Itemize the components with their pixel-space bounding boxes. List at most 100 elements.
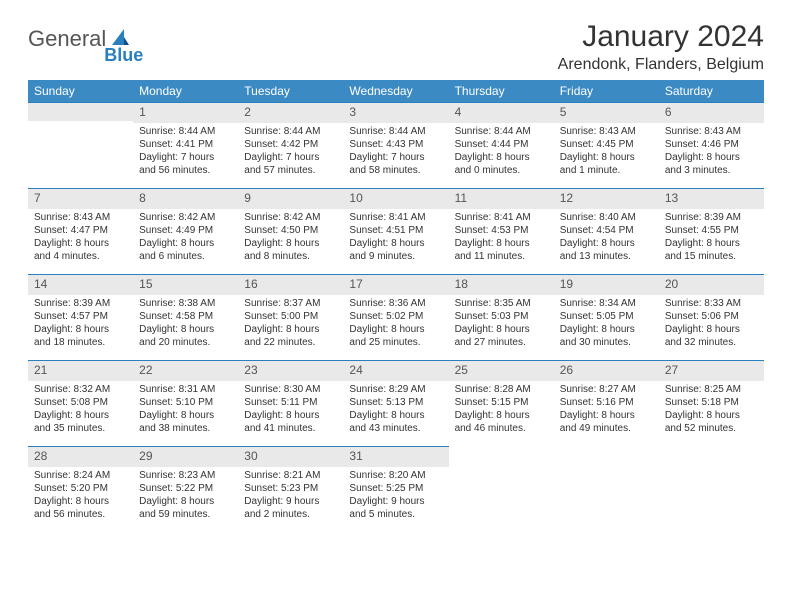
day-number: 21 <box>28 360 133 381</box>
day-number: 8 <box>133 188 238 209</box>
calendar-cell: 13Sunrise: 8:39 AMSunset: 4:55 PMDayligh… <box>659 188 764 274</box>
daylight-text-2: and 49 minutes. <box>560 422 653 435</box>
sunset-text: Sunset: 4:49 PM <box>139 224 232 237</box>
day-details: Sunrise: 8:35 AMSunset: 5:03 PMDaylight:… <box>449 295 554 353</box>
daylight-text-1: Daylight: 9 hours <box>349 495 442 508</box>
daylight-text-2: and 22 minutes. <box>244 336 337 349</box>
daylight-text-2: and 5 minutes. <box>349 508 442 521</box>
sunrise-text: Sunrise: 8:34 AM <box>560 297 653 310</box>
daylight-text-1: Daylight: 7 hours <box>349 151 442 164</box>
day-details: Sunrise: 8:20 AMSunset: 5:25 PMDaylight:… <box>343 467 448 525</box>
daylight-text-1: Daylight: 8 hours <box>244 409 337 422</box>
daylight-text-2: and 1 minute. <box>560 164 653 177</box>
daylight-text-1: Daylight: 8 hours <box>139 237 232 250</box>
sunset-text: Sunset: 5:00 PM <box>244 310 337 323</box>
calendar-cell: 11Sunrise: 8:41 AMSunset: 4:53 PMDayligh… <box>449 188 554 274</box>
daylight-text-2: and 15 minutes. <box>665 250 758 263</box>
day-details: Sunrise: 8:37 AMSunset: 5:00 PMDaylight:… <box>238 295 343 353</box>
calendar-row: 7Sunrise: 8:43 AMSunset: 4:47 PMDaylight… <box>28 188 764 274</box>
calendar-cell: 17Sunrise: 8:36 AMSunset: 5:02 PMDayligh… <box>343 274 448 360</box>
sunrise-text: Sunrise: 8:23 AM <box>139 469 232 482</box>
sunset-text: Sunset: 5:05 PM <box>560 310 653 323</box>
sunrise-text: Sunrise: 8:32 AM <box>34 383 127 396</box>
empty-day-header <box>28 102 133 121</box>
sunset-text: Sunset: 4:53 PM <box>455 224 548 237</box>
daylight-text-2: and 3 minutes. <box>665 164 758 177</box>
calendar-cell: 29Sunrise: 8:23 AMSunset: 5:22 PMDayligh… <box>133 446 238 532</box>
sunrise-text: Sunrise: 8:21 AM <box>244 469 337 482</box>
weekday-header: Monday <box>133 80 238 102</box>
calendar-cell: 20Sunrise: 8:33 AMSunset: 5:06 PMDayligh… <box>659 274 764 360</box>
sunset-text: Sunset: 4:41 PM <box>139 138 232 151</box>
sunrise-text: Sunrise: 8:39 AM <box>665 211 758 224</box>
calendar-cell: 16Sunrise: 8:37 AMSunset: 5:00 PMDayligh… <box>238 274 343 360</box>
day-number: 26 <box>554 360 659 381</box>
daylight-text-1: Daylight: 8 hours <box>244 323 337 336</box>
calendar-cell: 7Sunrise: 8:43 AMSunset: 4:47 PMDaylight… <box>28 188 133 274</box>
title-block: January 2024 Arendonk, Flanders, Belgium <box>558 20 764 74</box>
calendar-cell: 15Sunrise: 8:38 AMSunset: 4:58 PMDayligh… <box>133 274 238 360</box>
sunrise-text: Sunrise: 8:38 AM <box>139 297 232 310</box>
sunrise-text: Sunrise: 8:27 AM <box>560 383 653 396</box>
day-details: Sunrise: 8:43 AMSunset: 4:46 PMDaylight:… <box>659 123 764 181</box>
day-details: Sunrise: 8:33 AMSunset: 5:06 PMDaylight:… <box>659 295 764 353</box>
calendar-cell: 10Sunrise: 8:41 AMSunset: 4:51 PMDayligh… <box>343 188 448 274</box>
calendar-cell <box>449 446 554 532</box>
daylight-text-2: and 52 minutes. <box>665 422 758 435</box>
daylight-text-1: Daylight: 8 hours <box>665 409 758 422</box>
calendar-row: 1Sunrise: 8:44 AMSunset: 4:41 PMDaylight… <box>28 102 764 188</box>
day-number: 24 <box>343 360 448 381</box>
day-number: 12 <box>554 188 659 209</box>
daylight-text-1: Daylight: 8 hours <box>665 151 758 164</box>
day-number: 9 <box>238 188 343 209</box>
calendar-body: 1Sunrise: 8:44 AMSunset: 4:41 PMDaylight… <box>28 102 764 532</box>
day-details: Sunrise: 8:44 AMSunset: 4:43 PMDaylight:… <box>343 123 448 181</box>
daylight-text-1: Daylight: 8 hours <box>34 237 127 250</box>
calendar-cell: 30Sunrise: 8:21 AMSunset: 5:23 PMDayligh… <box>238 446 343 532</box>
daylight-text-2: and 13 minutes. <box>560 250 653 263</box>
day-number: 6 <box>659 102 764 123</box>
day-details: Sunrise: 8:42 AMSunset: 4:50 PMDaylight:… <box>238 209 343 267</box>
page-title: January 2024 <box>558 20 764 54</box>
sunrise-text: Sunrise: 8:44 AM <box>244 125 337 138</box>
sunrise-text: Sunrise: 8:41 AM <box>349 211 442 224</box>
daylight-text-2: and 18 minutes. <box>34 336 127 349</box>
sunrise-text: Sunrise: 8:31 AM <box>139 383 232 396</box>
logo: General Blue <box>28 20 171 52</box>
calendar-cell: 25Sunrise: 8:28 AMSunset: 5:15 PMDayligh… <box>449 360 554 446</box>
logo-text-blue: Blue <box>104 45 143 66</box>
daylight-text-1: Daylight: 8 hours <box>34 409 127 422</box>
daylight-text-2: and 46 minutes. <box>455 422 548 435</box>
daylight-text-1: Daylight: 8 hours <box>560 323 653 336</box>
sunrise-text: Sunrise: 8:43 AM <box>560 125 653 138</box>
day-number: 29 <box>133 446 238 467</box>
day-number: 11 <box>449 188 554 209</box>
day-number: 5 <box>554 102 659 123</box>
weekday-header: Thursday <box>449 80 554 102</box>
sunrise-text: Sunrise: 8:43 AM <box>34 211 127 224</box>
daylight-text-2: and 0 minutes. <box>455 164 548 177</box>
sunrise-text: Sunrise: 8:28 AM <box>455 383 548 396</box>
daylight-text-1: Daylight: 8 hours <box>665 237 758 250</box>
calendar-cell: 28Sunrise: 8:24 AMSunset: 5:20 PMDayligh… <box>28 446 133 532</box>
sunrise-text: Sunrise: 8:44 AM <box>349 125 442 138</box>
sunset-text: Sunset: 5:02 PM <box>349 310 442 323</box>
daylight-text-1: Daylight: 8 hours <box>139 323 232 336</box>
day-details: Sunrise: 8:36 AMSunset: 5:02 PMDaylight:… <box>343 295 448 353</box>
calendar-table: Sunday Monday Tuesday Wednesday Thursday… <box>28 80 764 532</box>
weekday-header: Friday <box>554 80 659 102</box>
calendar-cell: 9Sunrise: 8:42 AMSunset: 4:50 PMDaylight… <box>238 188 343 274</box>
daylight-text-2: and 35 minutes. <box>34 422 127 435</box>
sunset-text: Sunset: 5:22 PM <box>139 482 232 495</box>
daylight-text-2: and 30 minutes. <box>560 336 653 349</box>
sunset-text: Sunset: 5:11 PM <box>244 396 337 409</box>
calendar-cell: 8Sunrise: 8:42 AMSunset: 4:49 PMDaylight… <box>133 188 238 274</box>
day-details: Sunrise: 8:44 AMSunset: 4:41 PMDaylight:… <box>133 123 238 181</box>
sunset-text: Sunset: 5:06 PM <box>665 310 758 323</box>
sunrise-text: Sunrise: 8:25 AM <box>665 383 758 396</box>
daylight-text-2: and 20 minutes. <box>139 336 232 349</box>
calendar-cell: 23Sunrise: 8:30 AMSunset: 5:11 PMDayligh… <box>238 360 343 446</box>
calendar-cell <box>659 446 764 532</box>
page: General Blue January 2024 Arendonk, Flan… <box>0 0 792 532</box>
day-details: Sunrise: 8:30 AMSunset: 5:11 PMDaylight:… <box>238 381 343 439</box>
